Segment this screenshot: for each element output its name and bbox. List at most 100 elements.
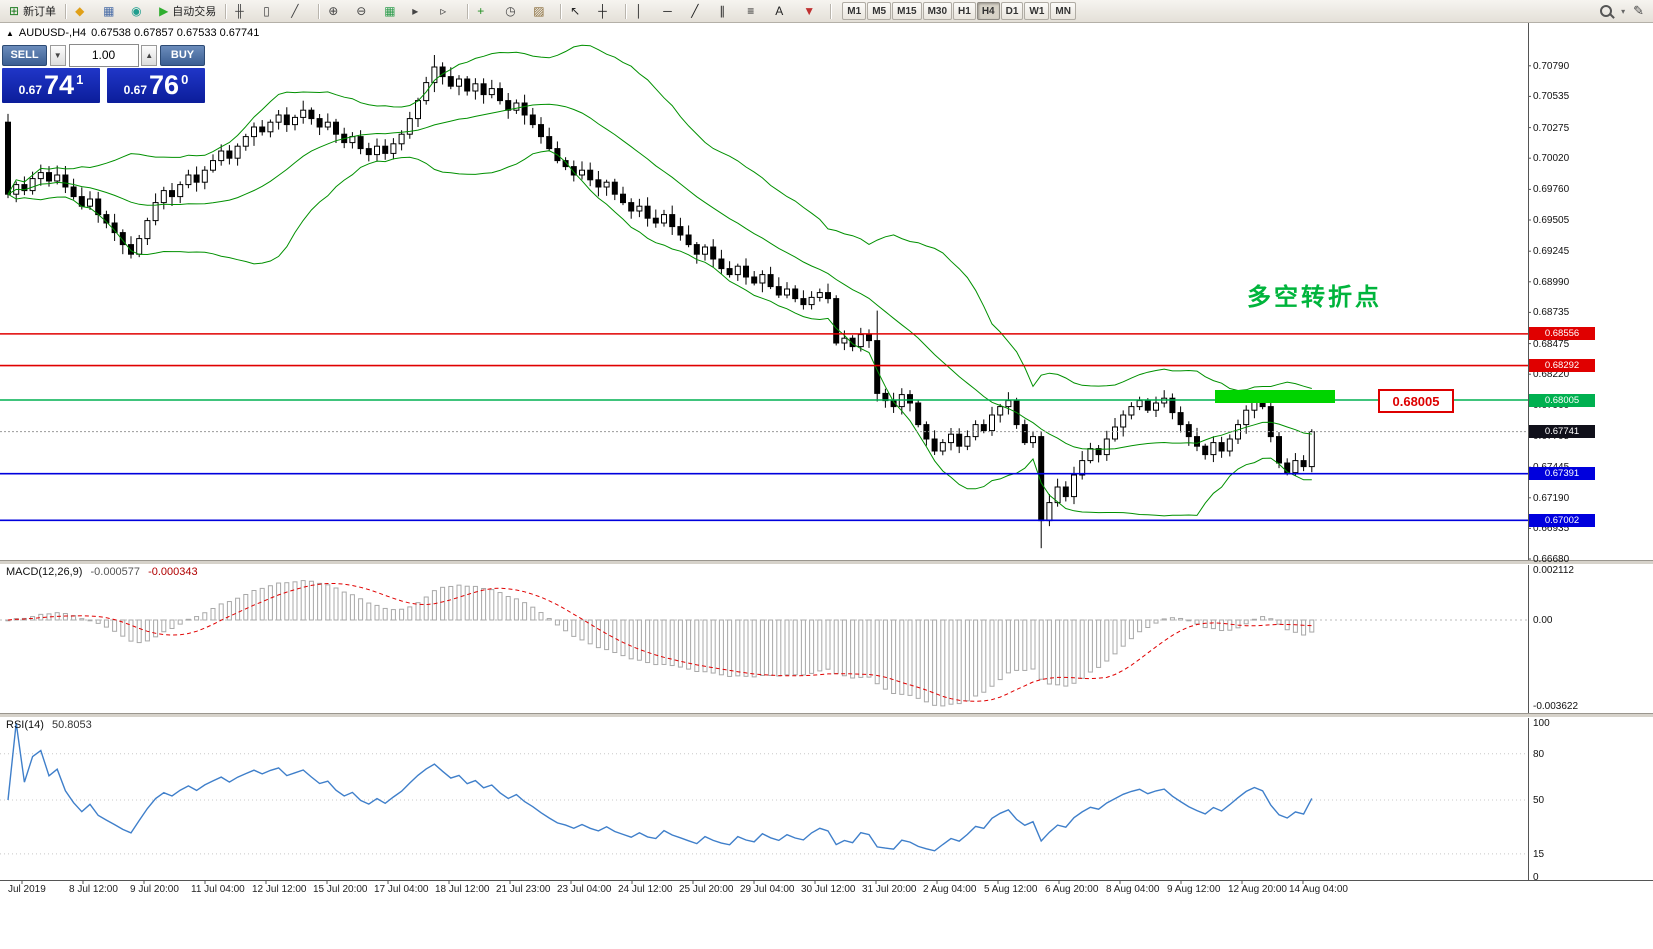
timeframe-m1-button[interactable]: M1 bbox=[842, 2, 867, 20]
time-axis-label: 15 Jul 20:00 bbox=[313, 884, 368, 895]
price-axis-label: 0.69760 bbox=[1533, 184, 1570, 196]
zoom-in-button[interactable]: ⊕ bbox=[324, 1, 350, 22]
buy-button[interactable]: BUY bbox=[160, 44, 205, 66]
volume-increase-button[interactable]: ▲ bbox=[141, 44, 158, 66]
rsi-axis-label: 50 bbox=[1533, 795, 1545, 806]
rsi-value: 50.8053 bbox=[51, 719, 92, 731]
timeframe-w1-button[interactable]: W1 bbox=[1024, 2, 1050, 20]
auto-trading-button[interactable]: ▶ 自动交易 bbox=[155, 1, 220, 22]
time-axis-label: 21 Jul 23:00 bbox=[496, 884, 551, 895]
timeframe-m30-button[interactable]: M30 bbox=[922, 2, 953, 20]
candle-chart-button[interactable]: ▯ bbox=[259, 1, 285, 22]
sell-price-big: 74 bbox=[44, 70, 75, 100]
fibonacci-button[interactable]: ≡ bbox=[743, 1, 769, 22]
price-axis-label: 0.68735 bbox=[1533, 307, 1570, 319]
new-order-button[interactable]: ⊞ 新订单 bbox=[5, 1, 60, 22]
auto-scroll-button[interactable]: ▸ bbox=[408, 1, 434, 22]
arrows-icon: ▼ bbox=[803, 4, 816, 18]
profiles-button[interactable]: ◆ bbox=[71, 1, 97, 22]
trendline-button[interactable]: ╱ bbox=[687, 1, 713, 22]
price-axis-label: 0.66935 bbox=[1533, 523, 1570, 535]
price-tag-support[interactable]: 0.67002 bbox=[1529, 513, 1595, 527]
time-axis-label: 2 Aug 04:00 bbox=[923, 884, 977, 895]
timeframe-d1-button[interactable]: D1 bbox=[1000, 2, 1024, 20]
price-axis-label: 0.69505 bbox=[1533, 215, 1570, 226]
rsi-axis-label: 0 bbox=[1533, 872, 1539, 883]
line-chart-button[interactable]: ╱ bbox=[287, 1, 313, 22]
time-axis-label: 12 Aug 20:00 bbox=[1228, 884, 1287, 895]
price-tag-support[interactable]: 0.67391 bbox=[1529, 467, 1595, 481]
chevron-down-icon[interactable]: ▾ bbox=[1621, 6, 1626, 16]
buy-price-prefix: 0.67 bbox=[123, 83, 148, 97]
refresh-button[interactable]: ◉ bbox=[127, 1, 153, 22]
volume-input[interactable] bbox=[68, 43, 139, 67]
periods-icon: ◷ bbox=[505, 4, 516, 18]
macd-main-value: -0.000577 bbox=[90, 566, 141, 578]
sell-price-display[interactable]: 0.67 74 1 bbox=[2, 68, 100, 103]
periods-button[interactable]: ◷ bbox=[501, 1, 527, 22]
tile-windows-button[interactable]: ▦ bbox=[380, 1, 406, 22]
crosshair-button[interactable]: ┼ bbox=[594, 1, 620, 22]
cursor-button[interactable]: ↖ bbox=[566, 1, 592, 22]
timeframe-m5-button[interactable]: M5 bbox=[867, 2, 892, 20]
timeframe-group: M1 M5 M15 M30 H1 H4 D1 W1 MN bbox=[842, 2, 1076, 20]
level-callout-label[interactable]: 0.68005 bbox=[1378, 389, 1454, 413]
candlesticks bbox=[5, 55, 1315, 549]
line-chart-icon: ╱ bbox=[291, 4, 299, 18]
templates-icon: ▨ bbox=[533, 4, 545, 18]
sell-price-pip: 1 bbox=[76, 72, 84, 87]
auto-trading-icon: ▶ bbox=[159, 4, 169, 18]
crosshair-icon: ┼ bbox=[598, 4, 607, 18]
timeframe-h4-button[interactable]: H4 bbox=[976, 2, 1000, 20]
price-tag-resistance[interactable]: 0.68556 bbox=[1529, 327, 1595, 341]
zoom-out-button[interactable]: ⊖ bbox=[352, 1, 378, 22]
horizontal-line-icon: ─ bbox=[663, 4, 672, 18]
edit-icon[interactable]: ✎ bbox=[1633, 3, 1644, 18]
main-toolbar: ⊞ 新订单 ◆ ▦ ◉ ▶ 自动交易 ╫ ▯ ╱ ⊕ ⊖ ▦ ▸ ▹ + ◷ ▨ ↖ ┼ │ ─ ╱ ∥ ≡ A ▼ M1 M5 M15… bbox=[0, 0, 1653, 23]
panel-divider-macd[interactable] bbox=[0, 560, 1653, 565]
tile-windows-icon: ▦ bbox=[384, 4, 396, 18]
vertical-line-button[interactable]: │ bbox=[631, 1, 657, 22]
buy-price-big: 76 bbox=[149, 70, 180, 100]
sell-button[interactable]: SELL bbox=[2, 44, 47, 66]
timeframe-m15-button[interactable]: M15 bbox=[892, 2, 922, 20]
zoom-out-icon: ⊖ bbox=[356, 4, 367, 18]
rsi-label: RSI(14) 50.8053 bbox=[6, 719, 92, 731]
candle-chart-icon: ▯ bbox=[263, 4, 270, 18]
indicators-button[interactable]: + bbox=[473, 1, 499, 22]
time-axis-label: 8 Aug 04:00 bbox=[1106, 884, 1160, 895]
volume-decrease-button[interactable]: ▼ bbox=[49, 44, 66, 66]
buy-price-display[interactable]: 0.67 76 0 bbox=[107, 68, 205, 103]
time-axis-label: 17 Jul 04:00 bbox=[374, 884, 429, 895]
bar-chart-button[interactable]: ╫ bbox=[231, 1, 257, 22]
price-tag-pivot[interactable]: 0.68005 bbox=[1529, 393, 1595, 407]
timeframe-h1-button[interactable]: H1 bbox=[953, 2, 976, 20]
horizontal-line-button[interactable]: ─ bbox=[659, 1, 685, 22]
chart-shift-icon: ▹ bbox=[440, 4, 447, 18]
horizontal-levels[interactable] bbox=[0, 333, 1528, 522]
templates-button[interactable]: ▨ bbox=[529, 1, 555, 22]
auto-trading-button-label: 自动交易 bbox=[172, 6, 217, 18]
timeframe-mn-button[interactable]: MN bbox=[1050, 2, 1076, 20]
panel-divider-rsi[interactable] bbox=[0, 713, 1653, 718]
price-tag-current-price: 0.67741 bbox=[1529, 425, 1595, 439]
macd-signal-line bbox=[7, 583, 1312, 702]
pivot-zone-rectangle[interactable] bbox=[1215, 390, 1335, 403]
arrows-button[interactable]: ▼ bbox=[799, 1, 825, 22]
print-button[interactable]: ▦ bbox=[99, 1, 125, 22]
chart-window-icon[interactable]: ▲ bbox=[6, 28, 14, 38]
time-axis-label: 9 Aug 12:00 bbox=[1167, 884, 1221, 895]
pivot-annotation-text[interactable]: 多空转折点 bbox=[1247, 284, 1382, 311]
price-axis-label: 0.70535 bbox=[1533, 91, 1570, 103]
price-tag-resistance[interactable]: 0.68292 bbox=[1529, 359, 1595, 373]
buy-price-pip: 0 bbox=[181, 72, 189, 87]
text-button[interactable]: A bbox=[771, 1, 797, 22]
macd-axis-label: 0.00 bbox=[1533, 615, 1553, 626]
chart-shift-button[interactable]: ▹ bbox=[436, 1, 462, 22]
macd-name: MACD(12,26,9) bbox=[6, 566, 83, 578]
channel-button[interactable]: ∥ bbox=[715, 1, 741, 22]
indicators-icon: + bbox=[477, 4, 485, 18]
time-axis-label: 23 Jul 04:00 bbox=[557, 884, 612, 895]
search-icon[interactable] bbox=[1600, 5, 1613, 17]
